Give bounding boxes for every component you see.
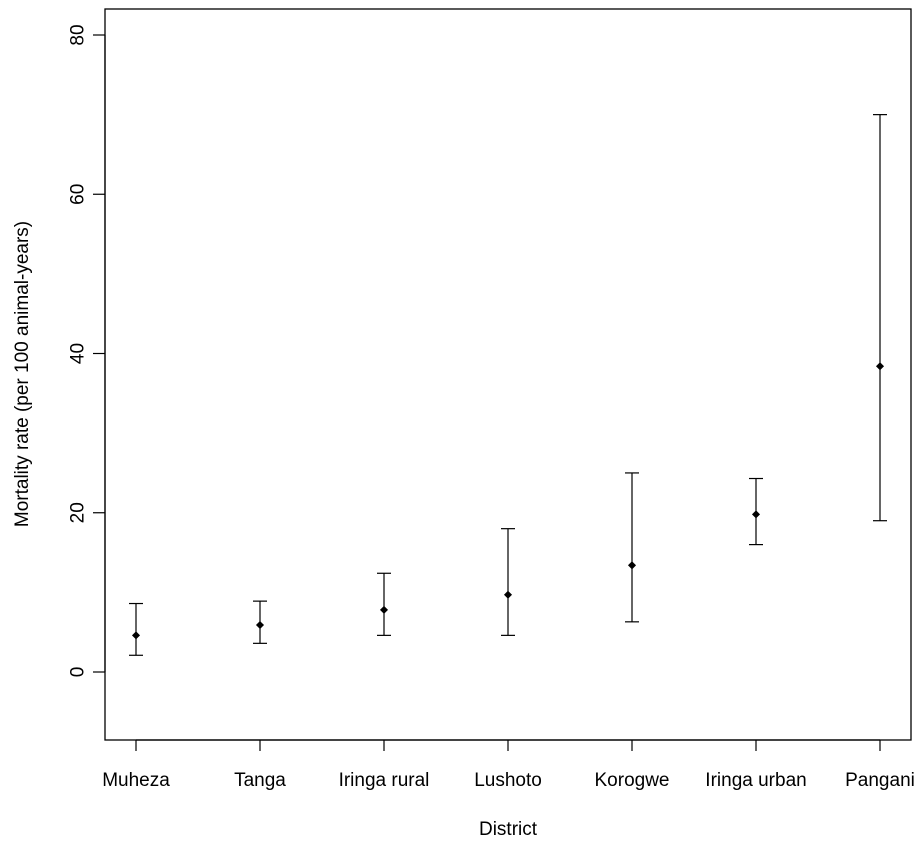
error-bar: [129, 602, 143, 656]
x-tick-label: Muheza: [102, 770, 170, 791]
error-bar: [625, 472, 639, 623]
x-tick-label: Iringa urban: [705, 770, 806, 791]
x-tick-label: Korogwe: [595, 770, 670, 791]
data-point: [751, 510, 761, 519]
data-point: [255, 620, 265, 630]
error-bar: [253, 600, 267, 644]
data-point: [503, 590, 513, 599]
y-tick-label: 80: [68, 24, 89, 45]
y-tick-label: 60: [68, 184, 89, 205]
x-axis-title: District: [479, 819, 538, 840]
error-bar: [873, 114, 887, 522]
data-marks: [129, 114, 887, 656]
data-point: [379, 605, 389, 614]
x-tick-label: Tanga: [234, 770, 286, 791]
error-bar: [749, 477, 763, 546]
y-tick-label: 20: [68, 502, 89, 523]
error-bar: [501, 528, 515, 636]
x-tick-label: Pangani: [845, 770, 915, 791]
y-tick-label: 0: [68, 667, 89, 678]
y-axis: 0 20 40 60 80: [68, 24, 106, 678]
data-point: [875, 362, 885, 371]
error-bar: [377, 572, 391, 636]
data-point: [131, 631, 141, 640]
x-tick-label: Lushoto: [474, 770, 542, 791]
y-axis-title: Mortality rate (per 100 animal-years): [12, 221, 33, 527]
y-tick-label: 40: [68, 343, 89, 364]
x-axis: Muheza Tanga Iringa rural Lushoto Korogwe Iri…: [102, 739, 915, 791]
x-tick-label: Iringa rural: [339, 770, 430, 791]
data-point: [627, 561, 637, 570]
